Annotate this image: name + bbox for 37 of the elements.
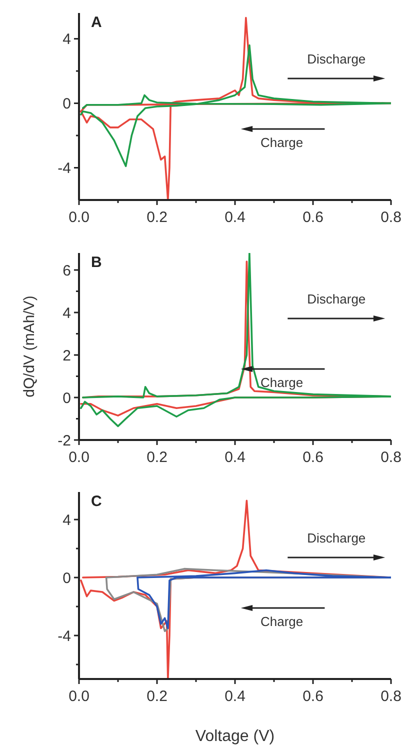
- y-tick-label: -4: [58, 160, 71, 178]
- x-tick-label: 0.6: [302, 209, 324, 226]
- annotation: Discharge: [307, 291, 366, 306]
- x-tick-label: 0.4: [224, 449, 246, 466]
- y-tick-label: 0: [62, 570, 71, 587]
- x-tick-label: 0.0: [68, 688, 90, 705]
- chart-title: A: [91, 14, 102, 31]
- y-tick-label: -2: [58, 432, 71, 450]
- x-tick-label: 0.4: [224, 688, 246, 705]
- x-tick-label: 0.8: [380, 449, 402, 466]
- x-tick-label: 0.2: [146, 449, 168, 466]
- y-tick-label: 4: [62, 31, 71, 48]
- y-tick-label: 4: [62, 304, 71, 322]
- y-tick-label: 0: [62, 96, 71, 113]
- y-axis-title: dQ/dV (mAh/V): [21, 296, 38, 398]
- x-tick-label: 0.2: [146, 688, 168, 705]
- x-tick-label: 0.0: [68, 209, 90, 226]
- annotation: Charge: [260, 134, 304, 150]
- annotation: Charge: [260, 374, 304, 390]
- y-tick-label: 0: [62, 390, 71, 407]
- y-tick-label: -4: [58, 628, 71, 645]
- x-tick-label: 0.6: [302, 688, 324, 705]
- x-tick-label: 0.8: [380, 688, 402, 705]
- y-tick-label: 2: [62, 347, 71, 364]
- x-tick-label: 0.4: [224, 209, 246, 226]
- annotation: Charge: [260, 614, 304, 629]
- x-tick-label: 0.2: [146, 209, 168, 226]
- annotation: Discharge: [307, 51, 366, 66]
- chart-title: C: [91, 493, 102, 510]
- x-tick-label: 0.8: [380, 209, 402, 226]
- x-tick-label: 0.6: [302, 449, 324, 466]
- annotation: Discharge: [307, 530, 366, 546]
- y-tick-label: 6: [62, 262, 71, 280]
- x-axis-title: Voltage (V): [195, 728, 275, 745]
- x-tick-label: 0.0: [68, 449, 90, 466]
- y-tick-label: 4: [62, 512, 71, 529]
- chart-title: B: [91, 254, 102, 271]
